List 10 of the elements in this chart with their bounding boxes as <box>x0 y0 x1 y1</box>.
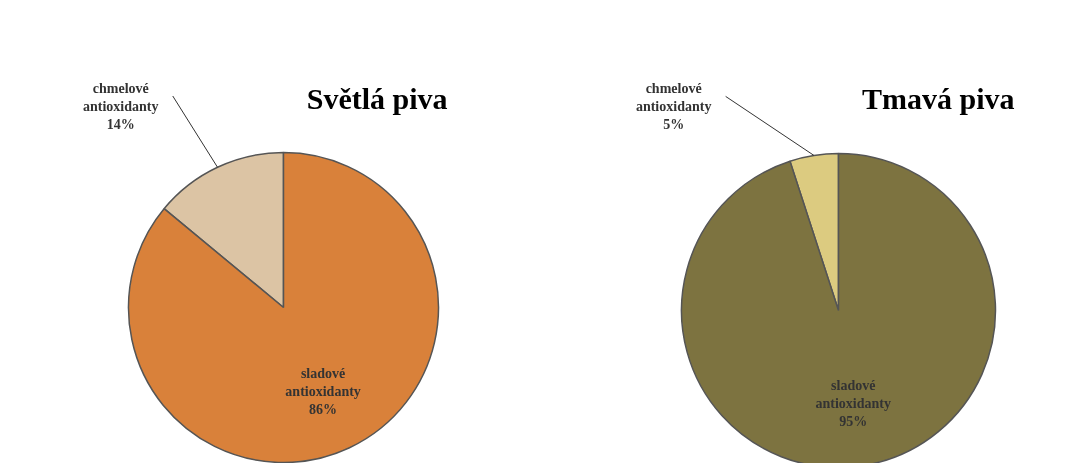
slice-label: sladové antioxidanty <box>285 366 361 400</box>
slice-label: sladové antioxidanty <box>815 378 891 412</box>
slice-label: chmelové antioxidanty <box>83 80 159 114</box>
chart-title: Tmavá piva <box>862 82 1015 116</box>
slice-label: chmelové antioxidanty <box>635 80 712 114</box>
data-label: 86% <box>309 402 338 418</box>
data-label: 95% <box>839 414 868 430</box>
data-label: 14% <box>106 116 135 132</box>
chart-title: Světlá piva <box>306 81 448 115</box>
data-label: 5% <box>663 116 685 132</box>
